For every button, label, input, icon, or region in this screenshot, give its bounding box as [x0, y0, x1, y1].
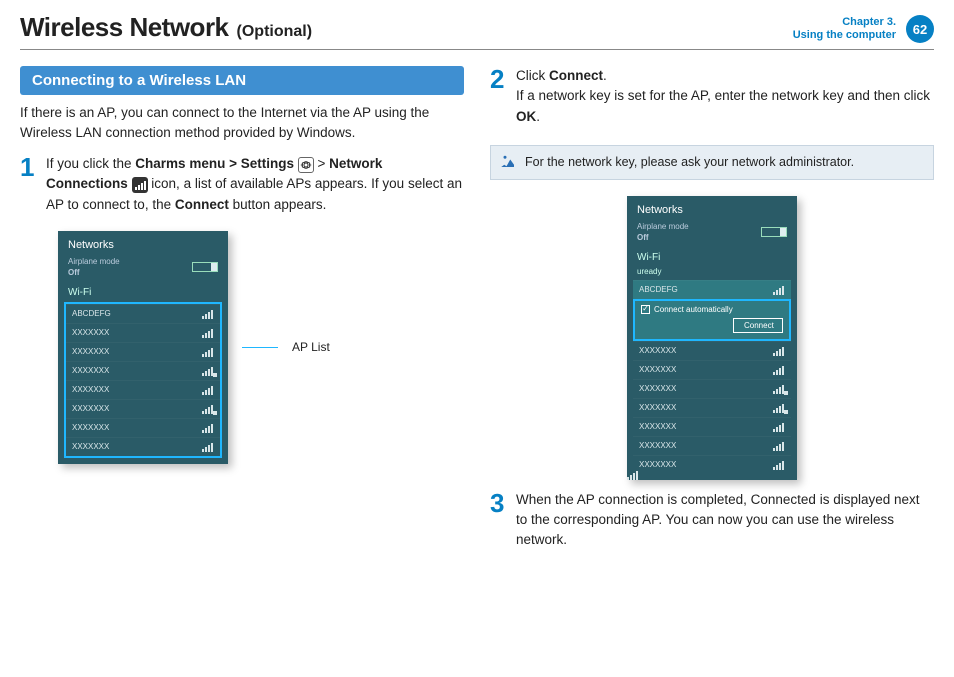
panel-title: Networks: [627, 204, 797, 222]
chapter-info: Chapter 3. Using the computer 62: [793, 15, 934, 43]
signal-bars-icon: [202, 423, 214, 433]
signal-bars-icon: [202, 347, 214, 357]
signal-bars-icon: [773, 346, 785, 356]
step-number: 3: [490, 490, 508, 516]
networks-panel-1: Networks Airplane mode Off Wi-Fi ABCDEFG…: [58, 231, 228, 464]
callout-leader-line: [242, 347, 278, 348]
ap-row[interactable]: XXXXXXX: [633, 398, 791, 417]
ap-row[interactable]: XXXXXXX: [633, 360, 791, 379]
signal-bars-locked-icon: [773, 384, 785, 394]
figure-1: Networks Airplane mode Off Wi-Fi ABCDEFG…: [58, 231, 464, 464]
step-2-body: Click Connect. If a network key is set f…: [516, 66, 934, 127]
step-2: 2 Click Connect. If a network key is set…: [490, 66, 934, 127]
ap-row[interactable]: XXXXXXX: [633, 436, 791, 455]
left-column: Connecting to a Wireless LAN If there is…: [20, 66, 464, 551]
panel-title: Networks: [58, 239, 228, 257]
page-title: Wireless Network: [20, 12, 229, 43]
signal-bars-icon: [773, 365, 785, 375]
ap-row[interactable]: XXXXXXX: [66, 323, 220, 342]
ap-row[interactable]: XXXXXXX: [66, 361, 220, 380]
step-number: 2: [490, 66, 508, 92]
chapter-line2: Using the computer: [793, 29, 896, 42]
ap-row[interactable]: XXXXXXX: [633, 379, 791, 398]
signal-bars-icon: [773, 285, 785, 295]
header-rule: [20, 49, 934, 50]
note-info-icon: [499, 152, 517, 173]
page-header: Wireless Network (Optional) Chapter 3. U…: [0, 0, 954, 49]
signal-bars-locked-icon: [773, 403, 785, 413]
title-group: Wireless Network (Optional): [20, 12, 312, 43]
step-1: 1 If you click the Charms menu > Setting…: [20, 154, 464, 215]
ap-row[interactable]: XXXXXXX: [66, 437, 220, 456]
airplane-toggle[interactable]: [761, 227, 787, 237]
checkbox-checked-icon[interactable]: ✓: [641, 305, 650, 314]
note-box: For the network key, please ask your net…: [490, 145, 934, 180]
ap-row[interactable]: XXXXXXX: [633, 455, 791, 474]
network-bars-icon: [132, 177, 148, 193]
step-3-body: When the AP connection is completed, Con…: [516, 490, 934, 551]
ap-list: ABCDEFG XXXXXXX XXXXXXX XXXXXXX XXXXXXX …: [64, 302, 222, 458]
signal-bars-locked-icon: [202, 366, 214, 376]
signal-bars-icon: [202, 385, 214, 395]
airplane-mode-row: Airplane mode Off: [58, 257, 228, 281]
signal-bars-icon: [202, 309, 214, 319]
signal-bars-icon: [773, 460, 785, 470]
signal-bars-icon: [202, 328, 214, 338]
ap-row-selected[interactable]: ABCDEFG: [633, 280, 791, 299]
section-heading: Connecting to a Wireless LAN: [20, 66, 464, 95]
chapter-line1: Chapter 3.: [793, 16, 896, 29]
signal-bars-icon: [202, 442, 214, 452]
selected-ap-block: ABCDEFG: [633, 280, 791, 299]
figure-2: Networks Airplane mode Off Wi-Fi uready …: [490, 196, 934, 480]
ap-row[interactable]: ABCDEFG: [66, 304, 220, 323]
networks-panel-2: Networks Airplane mode Off Wi-Fi uready …: [627, 196, 797, 480]
airplane-state: Off: [637, 233, 689, 242]
signal-bars-locked-icon: [202, 404, 214, 414]
step-number: 1: [20, 154, 38, 180]
page-number-badge: 62: [906, 15, 934, 43]
wifi-label: Wi-Fi: [627, 246, 797, 267]
page-subtitle: (Optional): [237, 23, 313, 41]
step-3: 3 When the AP connection is completed, C…: [490, 490, 934, 551]
ap-list-below: XXXXXXX XXXXXXX XXXXXXX XXXXXXX XXXXXXX …: [633, 341, 791, 474]
settings-gear-icon: [298, 157, 314, 173]
auto-connect-label: Connect automatically: [654, 305, 733, 314]
ap-row[interactable]: XXXXXXX: [66, 380, 220, 399]
airplane-mode-row: Airplane mode Off: [627, 222, 797, 246]
ap-row[interactable]: XXXXXXX: [66, 418, 220, 437]
airplane-state: Off: [68, 268, 120, 277]
chapter-text: Chapter 3. Using the computer: [793, 16, 896, 42]
signal-bars-icon: [773, 441, 785, 451]
airplane-label: Airplane mode: [637, 222, 689, 231]
signal-bars-icon: [773, 422, 785, 432]
step-1-body: If you click the Charms menu > Settings …: [46, 154, 464, 215]
connect-block: ✓ Connect automatically Connect: [633, 299, 791, 341]
ap-row[interactable]: XXXXXXX: [66, 399, 220, 418]
callout-label: AP List: [292, 340, 330, 354]
note-text: For the network key, please ask your net…: [525, 155, 854, 169]
ap-row[interactable]: XXXXXXX: [633, 417, 791, 436]
ap-row[interactable]: XXXXXXX: [633, 341, 791, 360]
right-column: 2 Click Connect. If a network key is set…: [490, 66, 934, 551]
airplane-toggle[interactable]: [192, 262, 218, 272]
wifi-status-row: uready: [627, 267, 797, 280]
wifi-label: Wi-Fi: [58, 281, 228, 302]
intro-paragraph: If there is an AP, you can connect to th…: [20, 103, 464, 142]
connect-button[interactable]: Connect: [733, 318, 783, 333]
ap-row[interactable]: XXXXXXX: [66, 342, 220, 361]
auto-connect-row[interactable]: ✓ Connect automatically: [641, 305, 783, 314]
airplane-label: Airplane mode: [68, 257, 120, 266]
